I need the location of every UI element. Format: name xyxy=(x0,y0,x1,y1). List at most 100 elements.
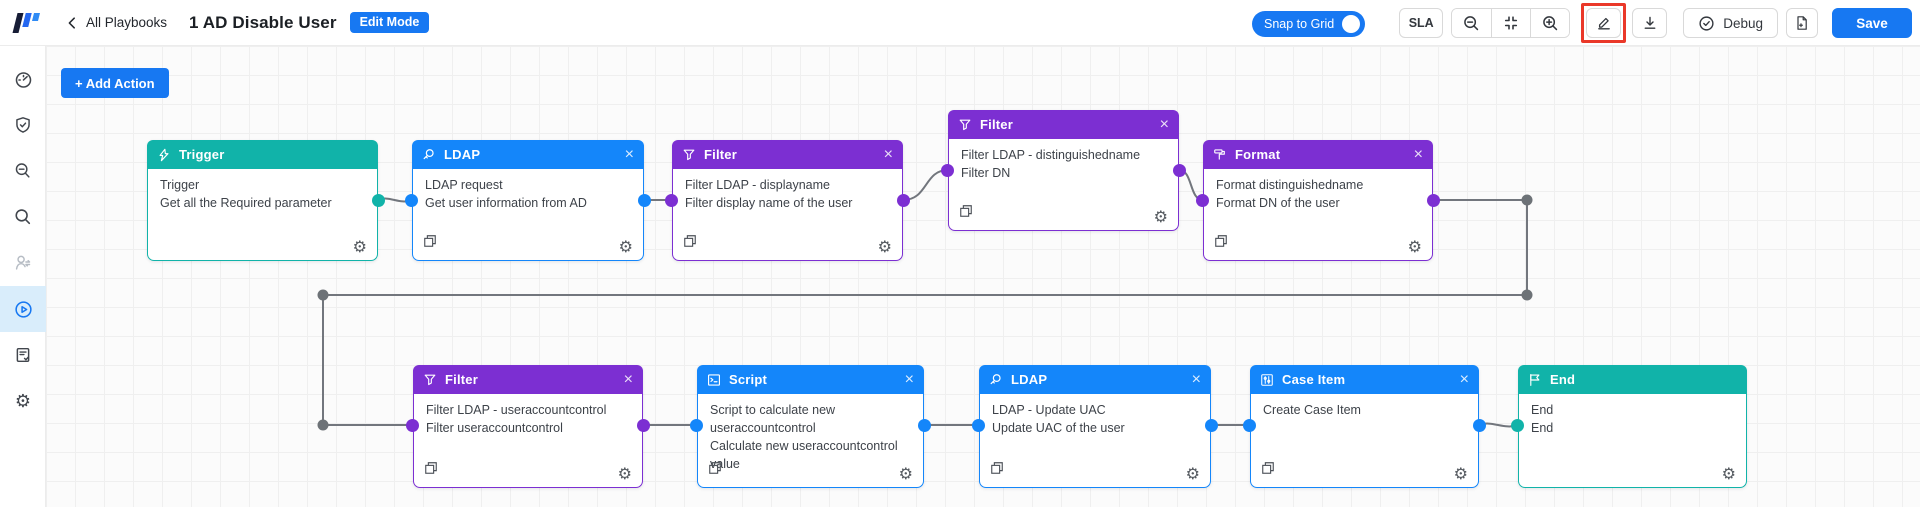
back-to-playbooks[interactable]: All Playbooks xyxy=(65,15,167,30)
node-settings-gear-icon[interactable]: ⚙ xyxy=(352,239,367,256)
input-port[interactable] xyxy=(1196,194,1209,207)
input-port[interactable] xyxy=(1243,419,1256,432)
close-icon[interactable]: × xyxy=(1159,115,1169,133)
snap-to-grid-toggle[interactable]: Snap to Grid xyxy=(1252,11,1366,37)
node-settings-gear-icon[interactable]: ⚙ xyxy=(617,466,632,483)
node-header[interactable]: Format × xyxy=(1203,140,1433,169)
duplicate-icon[interactable] xyxy=(990,461,1004,480)
sidebar-item-users[interactable] xyxy=(0,240,46,286)
sidebar-item-reports[interactable] xyxy=(0,332,46,378)
node-settings-gear-icon[interactable]: ⚙ xyxy=(1185,466,1200,483)
left-sidebar: ⚙ xyxy=(0,46,46,507)
input-port[interactable] xyxy=(1511,419,1524,432)
duplicate-icon[interactable] xyxy=(683,234,697,253)
node-settings-gear-icon[interactable]: ⚙ xyxy=(618,239,633,256)
node-header[interactable]: Trigger xyxy=(147,140,378,169)
toggle-knob[interactable] xyxy=(1342,15,1361,33)
notes-document-button[interactable] xyxy=(1786,8,1818,38)
node-ldap-request[interactable]: LDAP × LDAP request Get user information… xyxy=(405,140,651,261)
output-port[interactable] xyxy=(372,194,385,207)
node-body: Format distinguishedname Format DN of th… xyxy=(1203,169,1433,261)
sidebar-item-settings[interactable]: ⚙ xyxy=(0,378,46,424)
sidebar-item-security[interactable] xyxy=(0,102,46,148)
node-settings-gear-icon[interactable]: ⚙ xyxy=(1721,466,1736,483)
node-filter-displayname[interactable]: Filter × Filter LDAP - displayname Filte… xyxy=(665,140,910,261)
input-port[interactable] xyxy=(405,194,418,207)
input-port[interactable] xyxy=(406,419,419,432)
sidebar-item-search[interactable] xyxy=(0,194,46,240)
fit-to-screen-button[interactable] xyxy=(1491,9,1531,37)
input-port[interactable] xyxy=(941,164,954,177)
output-port[interactable] xyxy=(1473,419,1486,432)
edit-pencil-button[interactable] xyxy=(1586,8,1622,38)
output-port[interactable] xyxy=(638,194,651,207)
output-port[interactable] xyxy=(1205,419,1218,432)
node-settings-gear-icon[interactable]: ⚙ xyxy=(877,239,892,256)
node-settings-gear-icon[interactable]: ⚙ xyxy=(1407,239,1422,256)
close-icon[interactable]: × xyxy=(904,370,914,388)
input-port[interactable] xyxy=(972,419,985,432)
close-icon[interactable]: × xyxy=(883,145,893,163)
close-icon[interactable]: × xyxy=(1413,145,1423,163)
output-port[interactable] xyxy=(1173,164,1186,177)
node-header[interactable]: Filter × xyxy=(948,110,1179,139)
output-port[interactable] xyxy=(918,419,931,432)
close-icon[interactable]: × xyxy=(1191,370,1201,388)
close-icon[interactable]: × xyxy=(623,370,633,388)
input-port[interactable] xyxy=(690,419,703,432)
save-button[interactable]: Save xyxy=(1832,8,1912,38)
duplicate-icon[interactable] xyxy=(424,461,438,480)
duplicate-icon[interactable] xyxy=(959,204,973,223)
node-type-label: Trigger xyxy=(179,147,225,162)
sla-button[interactable]: SLA xyxy=(1399,8,1444,38)
node-case-item[interactable]: Case Item × Create Case Item ⚙ xyxy=(1243,365,1486,488)
node-type-label: Format xyxy=(1235,147,1281,162)
node-filter-useraccountcontrol[interactable]: Filter × Filter LDAP - useraccountcontro… xyxy=(406,365,650,488)
node-name: Filter LDAP - useraccountcontrol xyxy=(426,403,607,417)
node-header[interactable]: Filter × xyxy=(672,140,903,169)
node-settings-gear-icon[interactable]: ⚙ xyxy=(1453,466,1468,483)
zoom-controls xyxy=(1451,8,1571,38)
node-end[interactable]: End End End ⚙ xyxy=(1511,365,1747,488)
sidebar-item-investigation[interactable] xyxy=(0,148,46,194)
node-header[interactable]: End xyxy=(1518,365,1747,394)
duplicate-icon[interactable] xyxy=(423,234,437,253)
zoom-out-button[interactable] xyxy=(1452,9,1492,37)
node-settings-gear-icon[interactable]: ⚙ xyxy=(1153,209,1168,226)
node-header[interactable]: Script × xyxy=(697,365,924,394)
wire-joint xyxy=(1521,194,1533,206)
debug-button[interactable]: Debug xyxy=(1683,8,1778,38)
node-header[interactable]: Case Item × xyxy=(1250,365,1479,394)
node-settings-gear-icon[interactable]: ⚙ xyxy=(898,466,913,483)
node-filter-distinguishedname[interactable]: Filter × Filter LDAP - distinguishedname… xyxy=(941,110,1186,231)
node-format[interactable]: Format × Format distinguishedname Format… xyxy=(1196,140,1440,261)
close-icon[interactable]: × xyxy=(1459,370,1469,388)
zoom-in-button[interactable] xyxy=(1530,9,1570,37)
node-type-label: Case Item xyxy=(1282,372,1346,387)
node-ldap-update-uac[interactable]: LDAP × LDAP - Update UAC Update UAC of t… xyxy=(972,365,1218,488)
node-script[interactable]: Script × Script to calculate new useracc… xyxy=(690,365,931,488)
duplicate-icon[interactable] xyxy=(1214,234,1228,253)
back-label[interactable]: All Playbooks xyxy=(86,15,168,30)
close-icon[interactable]: × xyxy=(624,145,634,163)
output-port[interactable] xyxy=(897,194,910,207)
node-description: Get user information from AD xyxy=(425,196,587,210)
sidebar-item-playbooks[interactable] xyxy=(0,286,46,332)
playbooks-play-icon xyxy=(14,300,32,318)
node-trigger[interactable]: Trigger Trigger Get all the Required par… xyxy=(147,140,385,261)
document-plus-icon xyxy=(1797,16,1807,30)
duplicate-icon[interactable] xyxy=(1261,461,1275,480)
node-type-label: Script xyxy=(729,372,768,387)
node-header[interactable]: LDAP × xyxy=(412,140,644,169)
output-port[interactable] xyxy=(1427,194,1440,207)
add-action-button[interactable]: + Add Action xyxy=(61,68,169,98)
input-port[interactable] xyxy=(665,194,678,207)
node-type-label: LDAP xyxy=(1011,372,1048,387)
export-download-button[interactable] xyxy=(1632,8,1668,38)
output-port[interactable] xyxy=(637,419,650,432)
node-header[interactable]: LDAP × xyxy=(979,365,1211,394)
duplicate-icon[interactable] xyxy=(708,461,722,480)
sidebar-item-dashboard[interactable] xyxy=(0,56,46,102)
node-header[interactable]: Filter × xyxy=(413,365,643,394)
playbook-canvas[interactable]: + Add Action Trigger Trigger Get all the… xyxy=(46,46,1920,507)
